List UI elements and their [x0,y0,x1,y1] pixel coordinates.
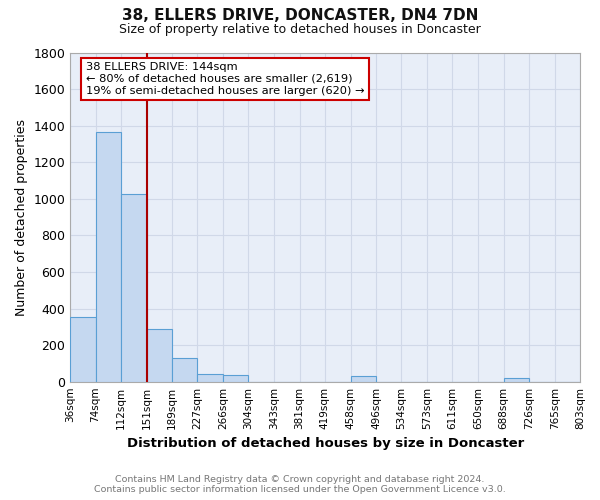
Bar [351,376,376,382]
Bar [223,376,248,382]
X-axis label: Distribution of detached houses by size in Doncaster: Distribution of detached houses by size … [127,437,524,450]
Bar [172,358,197,382]
Text: 38, ELLERS DRIVE, DONCASTER, DN4 7DN: 38, ELLERS DRIVE, DONCASTER, DN4 7DN [122,8,478,22]
Text: Contains public sector information licensed under the Open Government Licence v3: Contains public sector information licen… [94,485,506,494]
Y-axis label: Number of detached properties: Number of detached properties [15,118,28,316]
Bar [70,317,95,382]
Bar [503,378,529,382]
Text: Size of property relative to detached houses in Doncaster: Size of property relative to detached ho… [119,22,481,36]
Bar [121,194,147,382]
Bar [95,132,121,382]
Text: Contains HM Land Registry data © Crown copyright and database right 2024.: Contains HM Land Registry data © Crown c… [115,475,485,484]
Text: 38 ELLERS DRIVE: 144sqm
← 80% of detached houses are smaller (2,619)
19% of semi: 38 ELLERS DRIVE: 144sqm ← 80% of detache… [86,62,364,96]
Bar [147,328,172,382]
Bar [197,374,223,382]
